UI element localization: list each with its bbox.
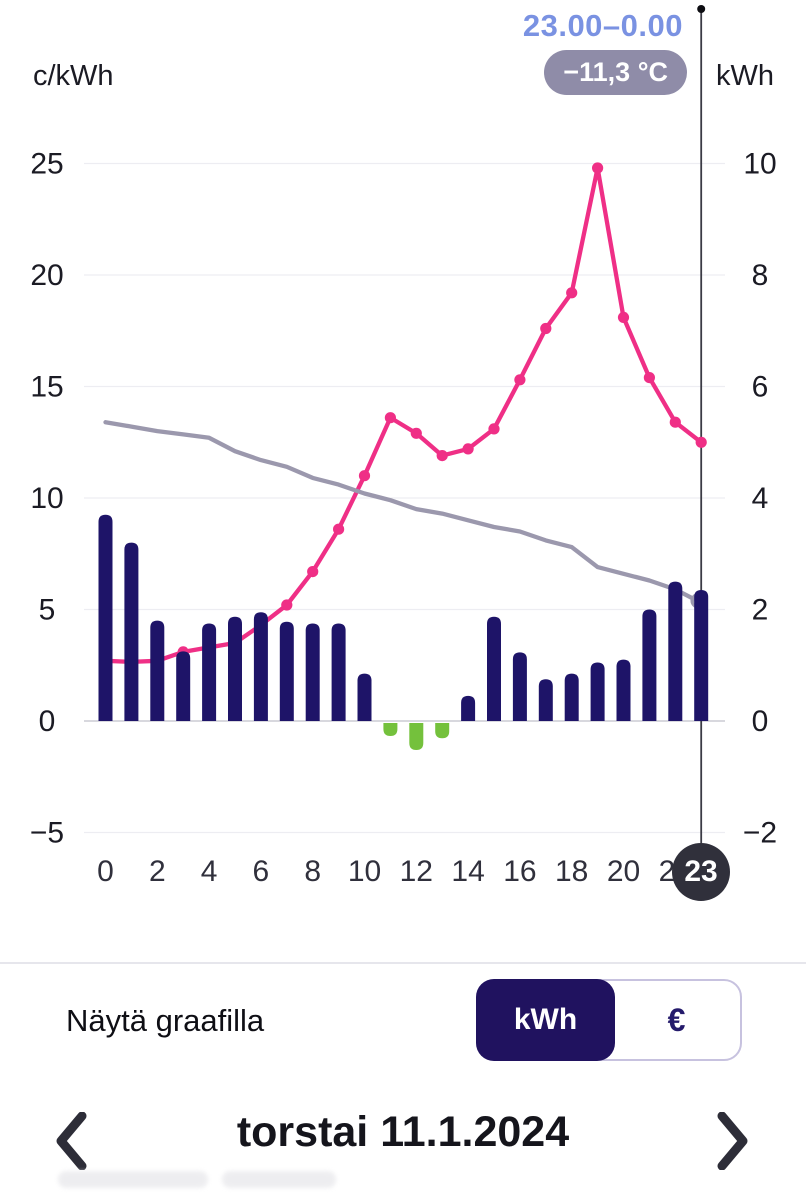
price-point — [462, 443, 474, 455]
price-point — [358, 470, 371, 482]
average-price-line — [103, 420, 704, 605]
next-day-button[interactable] — [716, 1112, 750, 1170]
x-axis-tick: 8 — [304, 855, 321, 888]
consumption-bar — [616, 659, 631, 721]
x-axis-tick: 20 — [607, 855, 640, 888]
chevron-right-icon — [717, 1112, 748, 1170]
left-axis-unit-label: c/kWh — [33, 60, 114, 92]
price-point — [281, 599, 293, 611]
consumption-bar — [694, 589, 709, 721]
price-point — [410, 427, 422, 439]
consumption-bar — [461, 695, 476, 721]
consumption-bar — [98, 514, 113, 721]
cursor-top-dot — [697, 5, 706, 13]
consumption-bar — [590, 662, 605, 721]
x-axis-tick: 18 — [555, 855, 588, 888]
x-axis-tick: 12 — [400, 855, 433, 888]
graph-unit-toggle[interactable]: kWh € — [476, 979, 742, 1061]
selected-hour-marker: 23 — [672, 843, 730, 901]
price-point — [592, 162, 604, 174]
consumption-bar — [487, 616, 501, 721]
left-axis-tick: 15 — [30, 371, 63, 404]
price-point — [514, 374, 526, 386]
graph-unit-toggle-label: Näytä graafilla — [66, 1003, 265, 1038]
toggle-option-kwh[interactable]: kWh — [476, 979, 615, 1061]
price-line — [103, 165, 704, 665]
price-point — [333, 523, 345, 535]
price-point — [695, 436, 707, 448]
left-axis-tick: 25 — [30, 148, 63, 181]
price-point — [617, 311, 630, 323]
faded-text — [58, 1171, 208, 1188]
price-point — [436, 450, 448, 462]
right-axis-unit-label: kWh — [716, 60, 774, 92]
right-axis-tick: −2 — [743, 817, 777, 850]
price-point — [643, 372, 656, 384]
price-point — [384, 412, 396, 424]
consumption-bar — [150, 620, 165, 721]
consumption-bar — [253, 612, 268, 721]
price-point — [669, 416, 681, 428]
x-axis-tick: 0 — [97, 855, 114, 888]
right-axis-tick: 6 — [752, 371, 769, 404]
consumption-bar — [409, 723, 424, 750]
consumption-bar — [357, 673, 372, 721]
left-axis-tick: 10 — [30, 482, 63, 515]
left-axis-tick: 20 — [30, 259, 63, 292]
price-point — [566, 287, 578, 299]
right-axis-tick: 2 — [752, 594, 769, 627]
consumption-bar — [564, 673, 579, 721]
consumption-bar — [305, 623, 320, 721]
chevron-left-icon — [56, 1112, 87, 1170]
price-point — [488, 423, 500, 435]
x-axis-tick: 16 — [503, 855, 536, 888]
price-point — [307, 566, 319, 578]
consumption-bar — [279, 621, 294, 721]
consumption-bar — [383, 723, 398, 737]
consumption-bar — [512, 652, 527, 721]
price-point — [540, 322, 552, 335]
right-axis-tick: 8 — [752, 259, 769, 292]
right-axis-tick: 4 — [752, 482, 769, 515]
consumption-bar — [331, 623, 346, 721]
date-title: torstai 11.1.2024 — [236, 1108, 570, 1156]
left-axis-tick: −5 — [30, 817, 64, 850]
left-axis-tick: 0 — [39, 705, 56, 738]
consumption-bar — [538, 679, 553, 721]
x-axis-tick: 14 — [451, 855, 484, 888]
consumption-bar — [642, 609, 657, 721]
previous-day-button[interactable] — [54, 1112, 88, 1170]
right-axis-tick: 10 — [743, 148, 776, 181]
right-axis-tick: 0 — [752, 705, 769, 738]
x-axis-tick: 4 — [201, 855, 218, 888]
consumption-bar — [124, 542, 139, 721]
consumption-bar — [202, 623, 217, 721]
left-axis-tick: 5 — [39, 594, 56, 627]
x-axis-tick: 10 — [348, 855, 381, 888]
faded-text — [222, 1171, 336, 1188]
consumption-bar — [176, 651, 191, 721]
x-axis-tick: 2 — [149, 855, 166, 888]
selected-hour-range-label: 23.00–0.00 — [522, 8, 683, 43]
consumption-bar — [668, 581, 683, 721]
section-divider — [0, 962, 806, 964]
x-axis-tick: 6 — [253, 855, 270, 888]
consumption-bar — [435, 723, 450, 739]
toggle-option-euro[interactable]: € — [667, 1001, 686, 1038]
consumption-bar — [228, 616, 242, 721]
temperature-badge: −11,3 °C — [544, 50, 687, 95]
